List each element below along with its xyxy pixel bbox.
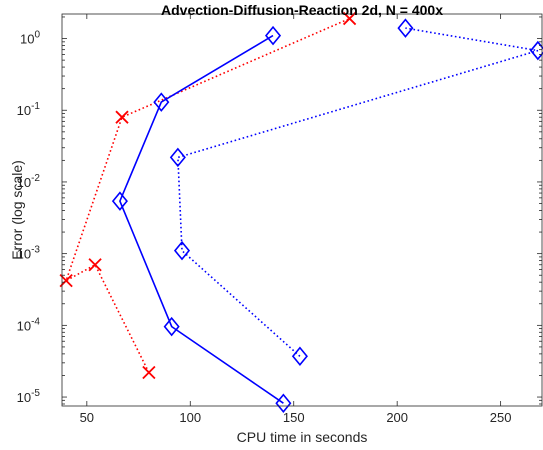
- series-line: [64, 17, 350, 373]
- plot-frame: [61, 13, 543, 407]
- data-point-diamond-marker: [275, 393, 292, 413]
- y-tick-label: 10-5: [17, 388, 41, 405]
- series-2: [111, 25, 292, 413]
- x-tick-label: 200: [386, 410, 408, 425]
- y-tick-label: 100: [20, 30, 40, 47]
- data-point-diamond-marker: [397, 18, 414, 38]
- y-tick-label: 10-4: [17, 316, 41, 333]
- x-axis-label: CPU time in seconds: [237, 429, 368, 445]
- data-point-diamond-marker: [153, 92, 170, 112]
- data-point-diamond-marker: [169, 147, 186, 168]
- data-point-diamond-marker: [291, 346, 308, 367]
- x-tick-label: 50: [80, 410, 94, 425]
- y-tick-label: 10-2: [17, 173, 41, 190]
- series-layer: [59, 11, 543, 413]
- data-point-diamond-marker: [173, 240, 191, 261]
- chart-title: Advection-Diffusion-Reaction 2d, N = 400…: [161, 2, 443, 18]
- x-tick-label: 150: [283, 410, 305, 425]
- y-axis-label: Error (log scale): [9, 160, 25, 260]
- data-point-diamond-marker: [111, 191, 128, 211]
- series-1: [59, 11, 357, 380]
- x-tick-label: 250: [490, 410, 512, 425]
- data-point-diamond-marker: [163, 316, 180, 337]
- data-point-x-marker: [115, 110, 129, 124]
- plot-area: [62, 14, 542, 406]
- ticks-layer: 50 100 150 200 250 10-5 10-4 10-3 10-2 10-1 100: [17, 14, 542, 425]
- y-tick-label: 10-3: [17, 245, 41, 262]
- series-line: [177, 27, 539, 357]
- data-point-x-marker: [142, 365, 156, 380]
- x-tick-label: 100: [179, 410, 201, 425]
- series-line: [119, 34, 284, 404]
- data-point-x-marker: [342, 11, 357, 26]
- data-point-diamond-marker: [264, 25, 282, 46]
- y-tick-label: 10-1: [17, 101, 41, 118]
- data-point-x-marker: [88, 258, 102, 272]
